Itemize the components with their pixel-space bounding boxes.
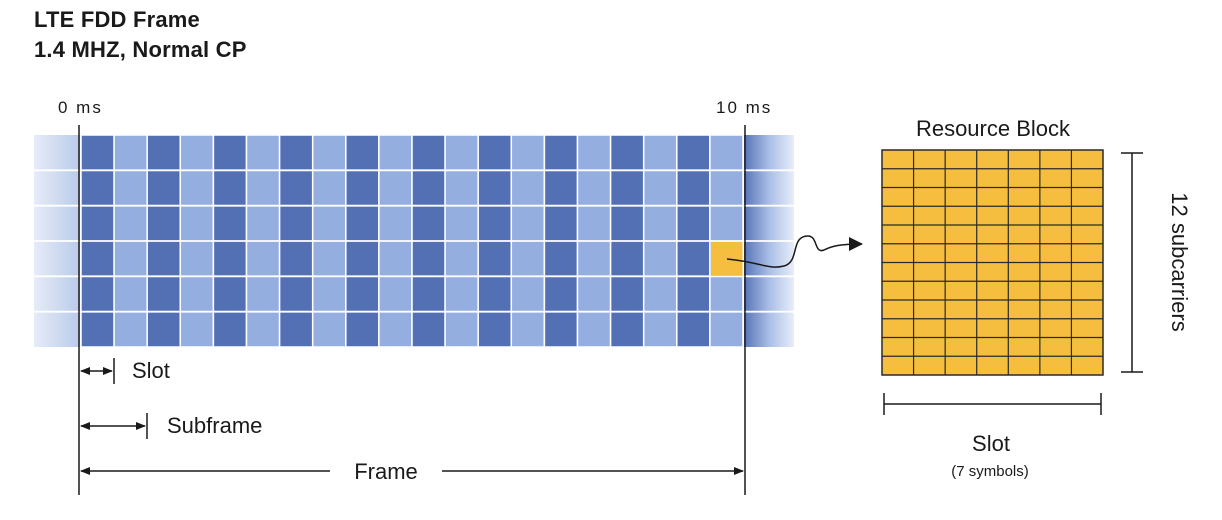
zoom-connector-arrow	[726, 235, 863, 268]
diagram-subtitle: 1.4 MHZ, Normal CP	[34, 37, 247, 62]
highlighted-resource-block	[710, 242, 743, 276]
frame-start-label: 0 ms	[58, 98, 103, 117]
subframe-dimension-label: Subframe	[167, 413, 262, 438]
frame-dimension-label: Frame	[354, 459, 418, 484]
resource-block-title: Resource Block	[916, 116, 1071, 141]
frame-end-label: 10 ms	[716, 98, 772, 117]
subcarriers-label: 12 subcarriers	[1167, 192, 1192, 331]
rb-slot-label: Slot	[972, 431, 1010, 456]
frame-rb-row-lines	[34, 169, 794, 313]
diagram-title: LTE FDD Frame	[34, 7, 200, 32]
rb-slot-sublabel: (7 symbols)	[951, 463, 1029, 480]
resource-block-grid	[881, 149, 1104, 376]
slot-dimension-label: Slot	[132, 358, 170, 383]
